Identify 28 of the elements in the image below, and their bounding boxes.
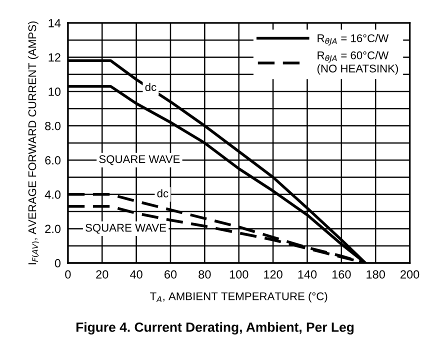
x-tick-label: 100 — [230, 270, 248, 279]
x-tick-label: 180 — [366, 270, 385, 279]
annotation: SQUARE WAVE — [86, 224, 166, 234]
legend-label: R$_{θJA}$ = 60°C/W (NO HEATSINK) — [317, 51, 398, 75]
y-tick-label: 4.0 — [44, 190, 61, 199]
x-axis-title: T$_{A}$, AMBIENT TEMPERATURE (°C) — [150, 292, 328, 302]
x-tick-label: 160 — [332, 270, 351, 279]
x-tick-label: 0 — [65, 270, 71, 279]
text: Figure 4. Current Derating, Ambient, Per Leg — [76, 322, 354, 335]
x-tick-label: 20 — [96, 270, 108, 279]
x-tick-label: 120 — [264, 270, 282, 279]
x-tick-label: 80 — [198, 270, 211, 279]
annotation: SQUARE WAVE — [99, 155, 180, 166]
y-axis-title: I$_{F(AV)}$, AVERAGE FORWARD CURRENT (AMPS) — [28, 21, 39, 264]
y-tick-label: 6.0 — [45, 156, 61, 164]
legend-label: R$_{θJA}$ = 16°C/W — [318, 34, 389, 46]
x-tick-label: 200 — [400, 270, 420, 279]
x-tick-label: 140 — [298, 270, 317, 279]
y-tick-label: 12 — [48, 53, 60, 62]
x-tick-label: 40 — [130, 270, 142, 279]
annotation: dc — [145, 82, 156, 92]
y-tick-label: 8.0 — [45, 122, 61, 130]
x-tick-label: 60 — [164, 270, 177, 279]
y-tick-label: 2.0 — [45, 224, 61, 234]
annotation: dc — [157, 189, 168, 198]
y-tick-label: 10 — [48, 88, 61, 96]
y-tick-label: 14 — [48, 19, 61, 28]
y-tick-label: 0 — [54, 259, 61, 268]
